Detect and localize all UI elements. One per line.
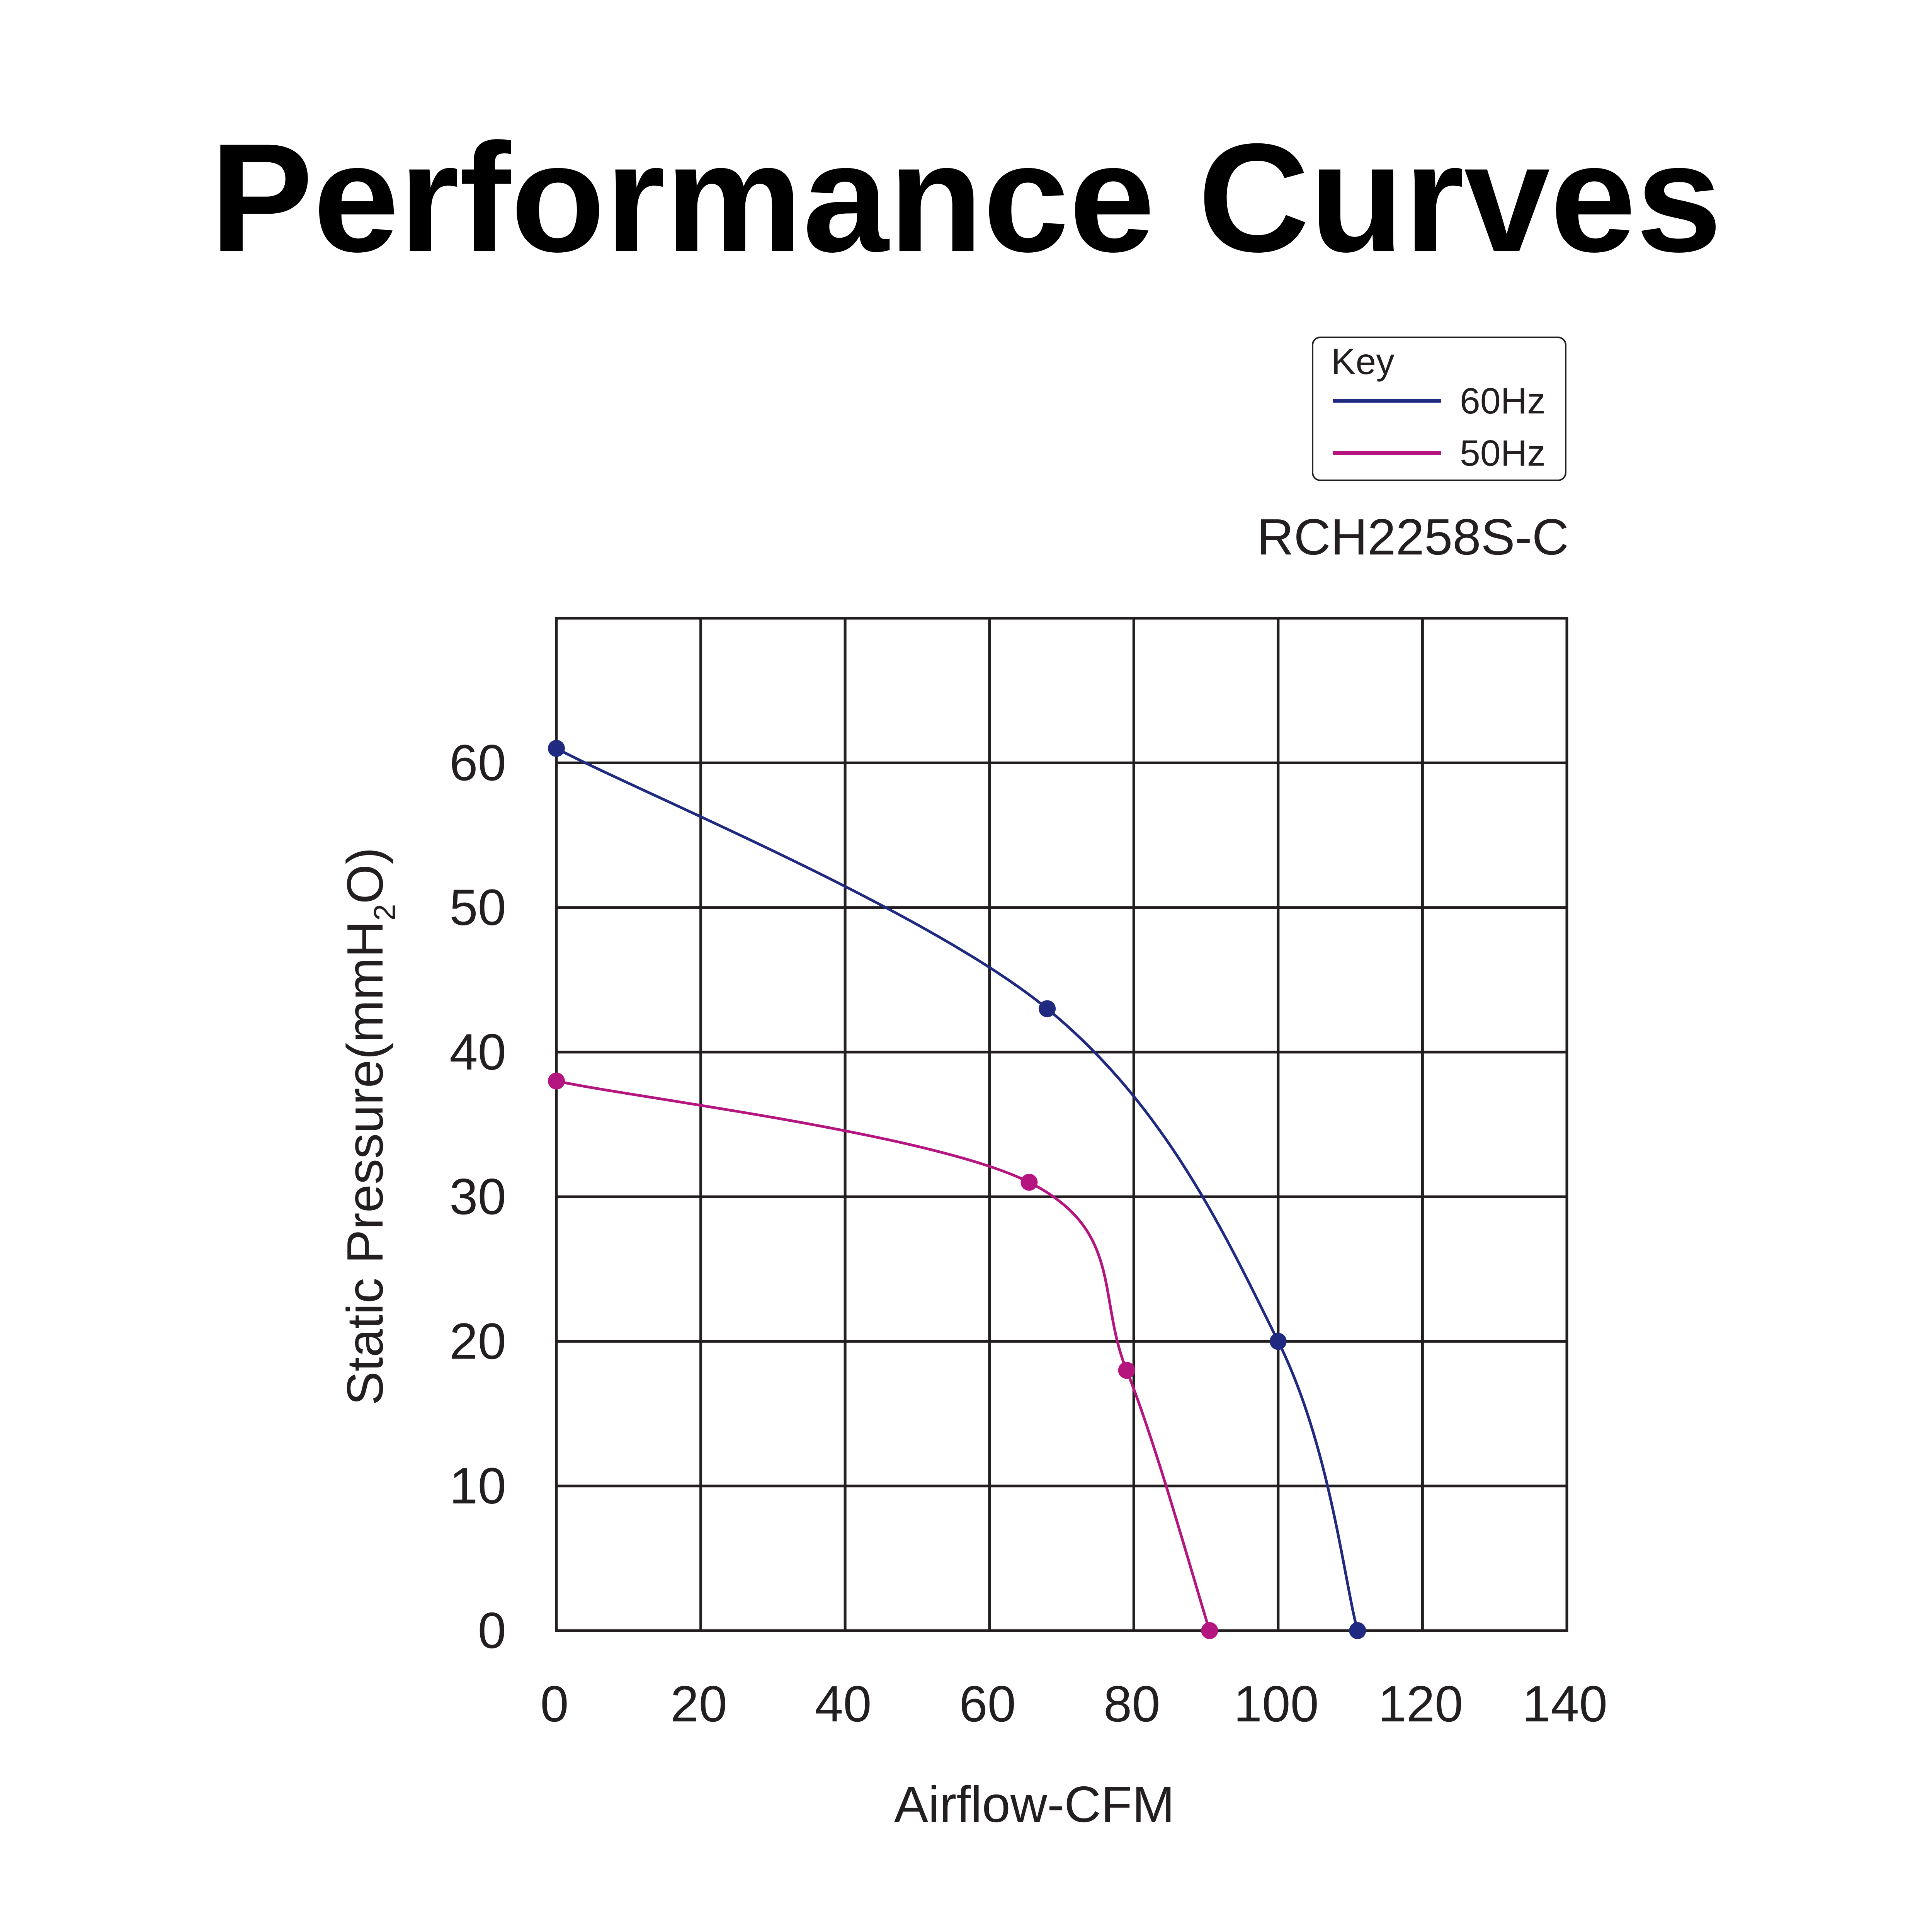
y-tick-label: 60 (449, 734, 506, 791)
y-tick-label: 20 (449, 1313, 506, 1369)
x-tick-label: 100 (1234, 1675, 1319, 1732)
y-tick-label: 0 (478, 1602, 506, 1659)
x-tick-label: 80 (1104, 1675, 1160, 1732)
legend-label-50hz: 50Hz (1460, 433, 1546, 474)
y-axis-label: Static Pressure(mmH2O) (337, 847, 401, 1405)
data-point-60hz (1349, 1622, 1366, 1639)
data-point-50hz (548, 1072, 565, 1090)
x-tick-label: 20 (670, 1675, 727, 1732)
y-tick-label: 30 (449, 1168, 506, 1225)
legend-box (1312, 337, 1566, 481)
y-axis-label-end: O) (337, 847, 393, 904)
series-line-50hz (555, 1080, 1211, 1632)
series-line-60hz (555, 747, 1359, 1632)
data-point-50hz (1020, 1173, 1038, 1191)
x-axis-label: Airflow-CFM (894, 1776, 1175, 1833)
x-tick-label: 60 (959, 1675, 1016, 1732)
page-title: Performance Curves (210, 111, 1722, 284)
x-tick-label: 120 (1378, 1675, 1463, 1732)
data-point-50hz (1201, 1622, 1218, 1639)
data-series (548, 740, 1366, 1639)
plot-grid (555, 617, 1568, 1632)
legend-title: Key (1331, 341, 1395, 382)
plot-frame (555, 617, 1568, 1632)
data-point-60hz (548, 740, 565, 757)
data-point-60hz (1269, 1333, 1287, 1350)
y-axis-label-main: Static Pressure(mmH (337, 921, 393, 1405)
legend: Key 60Hz 50Hz (1312, 337, 1566, 481)
y-tick-label: 50 (449, 879, 506, 936)
x-tick-label: 140 (1522, 1675, 1607, 1732)
model-label: RCH2258S-C (1257, 509, 1569, 565)
y-axis-label-subscript: 2 (367, 904, 401, 921)
y-tick-label: 10 (449, 1458, 506, 1514)
y-tick-label: 40 (449, 1024, 506, 1080)
axis-ticks: 0 20 40 60 80 100 120 140 0 10 20 30 40 50 60 (449, 734, 1607, 1732)
legend-label-60hz: 60Hz (1460, 381, 1546, 422)
data-point-50hz (1118, 1362, 1135, 1379)
x-tick-label: 40 (815, 1675, 872, 1732)
data-point-60hz (1039, 1000, 1056, 1017)
x-tick-label: 0 (540, 1675, 568, 1732)
